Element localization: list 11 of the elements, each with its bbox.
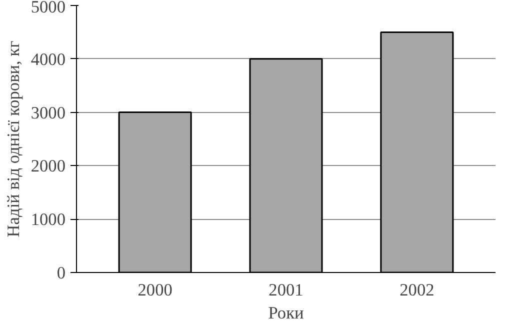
x-tick-label: 2001 [268, 280, 304, 300]
x-tick-label: 2000 [138, 280, 172, 300]
x-tick-label: 2002 [400, 280, 434, 300]
y-tick-label: 4000 [30, 50, 66, 69]
y-tick-label: 5000 [30, 0, 66, 16]
y-axis-title: Надій від однієї корови, кг [4, 40, 23, 238]
y-tick-label: 2000 [30, 156, 66, 176]
x-axis-title: Роки [268, 304, 304, 322]
y-tick-label: 0 [56, 264, 66, 282]
y-tick-label: 1000 [30, 210, 66, 230]
y-tick-label: 3000 [30, 103, 66, 122]
